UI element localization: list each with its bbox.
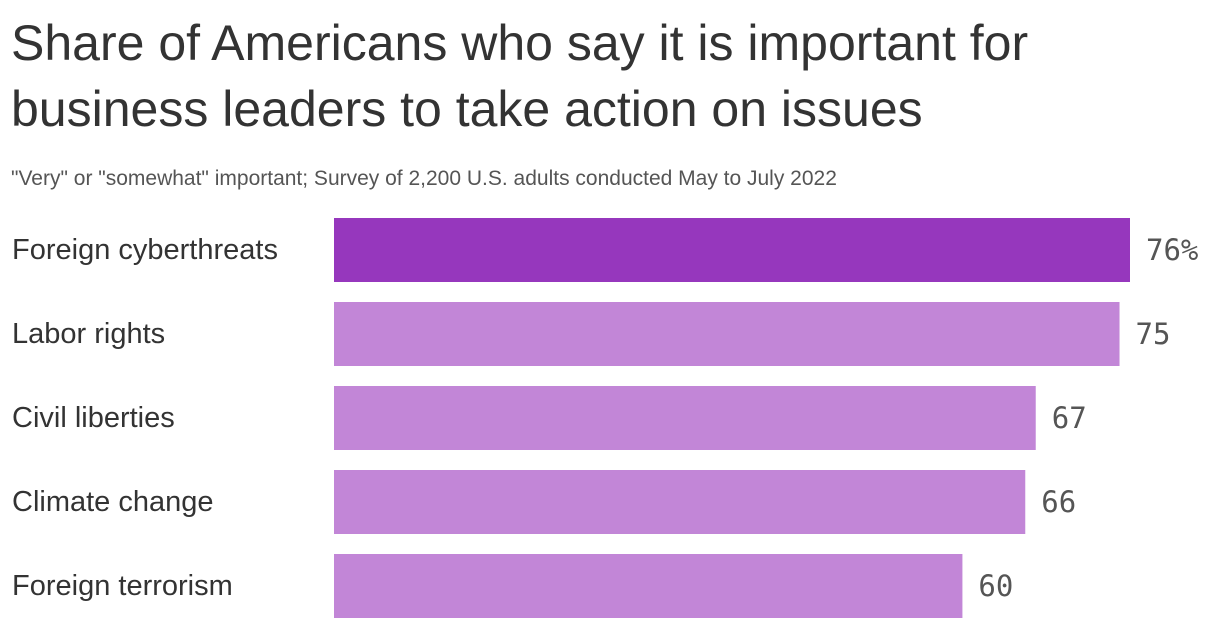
category-label: Civil liberties [12,402,175,434]
category-label: Labor rights [12,318,165,350]
chart-title: Share of Americans who say it is importa… [11,15,1029,137]
bar [334,470,1026,534]
bar [334,302,1120,366]
value-label: 67 [1052,401,1087,435]
value-label: 76% [1146,233,1198,267]
chart-subtitle: "Very" or "somewhat" important; Survey o… [11,167,837,190]
category-label: Foreign terrorism [12,570,233,602]
bar [334,218,1130,282]
bar [334,386,1036,450]
bar [334,554,963,618]
category-label: Foreign cyberthreats [12,234,278,266]
value-label: 66 [1041,485,1076,519]
category-label: Climate change [12,486,214,518]
value-label: 60 [978,569,1013,603]
bar-chart: Foreign cyberthreats 76% Labor rights 75 Civ… [12,218,1198,618]
value-label: 75 [1136,317,1171,351]
